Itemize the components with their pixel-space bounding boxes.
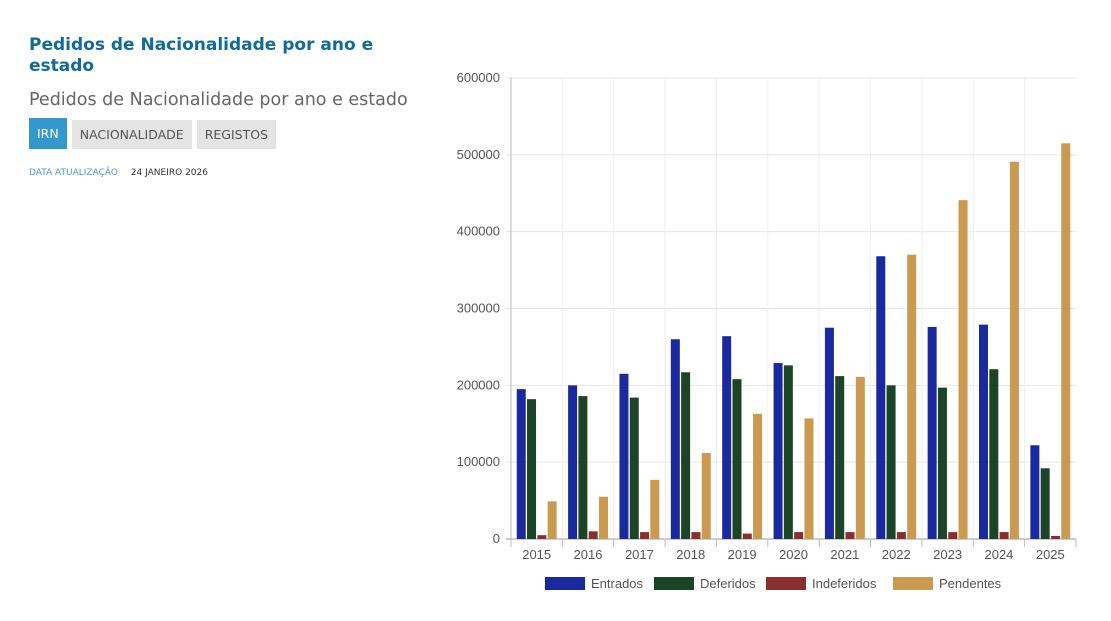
- x-tick-label: 2021: [830, 547, 859, 562]
- bar-deferidos-2025: [1040, 468, 1050, 539]
- y-tick-label: 200000: [457, 377, 500, 392]
- bar-entrados-2019: [722, 336, 732, 539]
- bar-deferidos-2019: [732, 379, 742, 539]
- y-tick-label: 500000: [457, 147, 500, 162]
- y-tick-label: 600000: [457, 70, 500, 85]
- x-tick-label: 2025: [1036, 547, 1065, 562]
- legend-label-deferidos: Deferidos: [700, 576, 756, 591]
- bar-indeferidos-2015: [537, 535, 547, 539]
- bar-deferidos-2016: [578, 396, 588, 539]
- bar-entrados-2017: [619, 373, 629, 539]
- bar-pendentes-2020: [804, 418, 814, 539]
- page-title: Pedidos de Nacionalidade por ano e estad…: [29, 35, 374, 76]
- bar-indeferidos-2016: [588, 531, 598, 539]
- y-tick-label: 400000: [457, 224, 500, 239]
- x-tick-label: 2015: [522, 547, 551, 562]
- update-label: DATA ATUALIZAÇÃO: [29, 168, 118, 178]
- bar-indeferidos-2019: [742, 533, 752, 539]
- chart-subtitle: Pedidos de Nacionalidade por ano e estad…: [29, 90, 408, 110]
- bar-entrados-2016: [568, 385, 578, 539]
- update-info: DATA ATUALIZAÇÃO 24 JANEIRO 2026: [29, 168, 208, 178]
- bar-indeferidos-2020: [794, 532, 804, 539]
- tab-registos[interactable]: REGISTOS: [196, 120, 277, 149]
- bar-indeferidos-2024: [999, 532, 1009, 539]
- bar-pendentes-2015: [547, 501, 557, 539]
- y-tick-label: 300000: [457, 301, 500, 316]
- bar-indeferidos-2025: [1050, 535, 1060, 539]
- bar-entrados-2021: [824, 327, 834, 539]
- legend-label-entrados: Entrados: [591, 576, 644, 591]
- bar-deferidos-2015: [527, 399, 537, 539]
- bar-indeferidos-2021: [845, 532, 855, 539]
- bar-indeferidos-2017: [640, 532, 650, 539]
- x-tick-label: 2017: [625, 547, 654, 562]
- x-tick-label: 2019: [728, 547, 757, 562]
- bar-entrados-2025: [1030, 445, 1040, 539]
- y-tick-label: 100000: [457, 454, 500, 469]
- bar-deferidos-2022: [886, 385, 896, 539]
- update-date: 24 JANEIRO 2026: [130, 168, 208, 178]
- bar-deferidos-2023: [937, 387, 947, 539]
- bar-indeferidos-2023: [948, 532, 958, 539]
- tab-irn[interactable]: IRN: [29, 118, 67, 149]
- bar-pendentes-2021: [855, 376, 865, 539]
- tab-bar: IRN NACIONALIDADE REGISTOS: [29, 118, 277, 149]
- bar-pendentes-2019: [753, 413, 763, 539]
- legend-label-indeferidos: Indeferidos: [812, 576, 877, 591]
- bar-pendentes-2024: [1009, 161, 1019, 539]
- bar-entrados-2023: [927, 326, 937, 539]
- bar-deferidos-2017: [629, 397, 639, 539]
- x-tick-label: 2022: [882, 547, 911, 562]
- bar-pendentes-2023: [958, 200, 968, 540]
- legend-swatch-pendentes: [893, 577, 933, 590]
- bar-entrados-2015: [516, 389, 526, 539]
- bar-pendentes-2018: [701, 452, 711, 539]
- bar-pendentes-2025: [1061, 143, 1071, 539]
- bar-indeferidos-2018: [691, 532, 701, 539]
- bar-pendentes-2016: [598, 496, 608, 539]
- bar-deferidos-2018: [681, 372, 691, 539]
- bar-entrados-2018: [670, 339, 680, 539]
- bar-deferidos-2020: [783, 365, 793, 539]
- x-tick-label: 2016: [574, 547, 603, 562]
- x-tick-label: 2018: [676, 547, 705, 562]
- legend-swatch-indeferidos: [766, 577, 806, 590]
- x-tick-label: 2020: [779, 547, 808, 562]
- bar-entrados-2022: [876, 256, 886, 539]
- bar-indeferidos-2022: [896, 532, 906, 539]
- bar-pendentes-2022: [907, 254, 917, 539]
- bar-entrados-2024: [979, 324, 989, 539]
- legend-label-pendentes: Pendentes: [939, 576, 1002, 591]
- bar-deferidos-2024: [989, 369, 999, 539]
- x-tick-label: 2023: [933, 547, 962, 562]
- tab-nacionalidade[interactable]: NACIONALIDADE: [71, 120, 192, 149]
- bar-deferidos-2021: [835, 376, 845, 539]
- bar-pendentes-2017: [650, 479, 660, 539]
- legend-swatch-entrados: [545, 577, 585, 590]
- y-tick-label: 0: [493, 531, 500, 546]
- legend-swatch-deferidos: [654, 577, 694, 590]
- x-tick-label: 2024: [984, 547, 1013, 562]
- bar-entrados-2020: [773, 363, 783, 539]
